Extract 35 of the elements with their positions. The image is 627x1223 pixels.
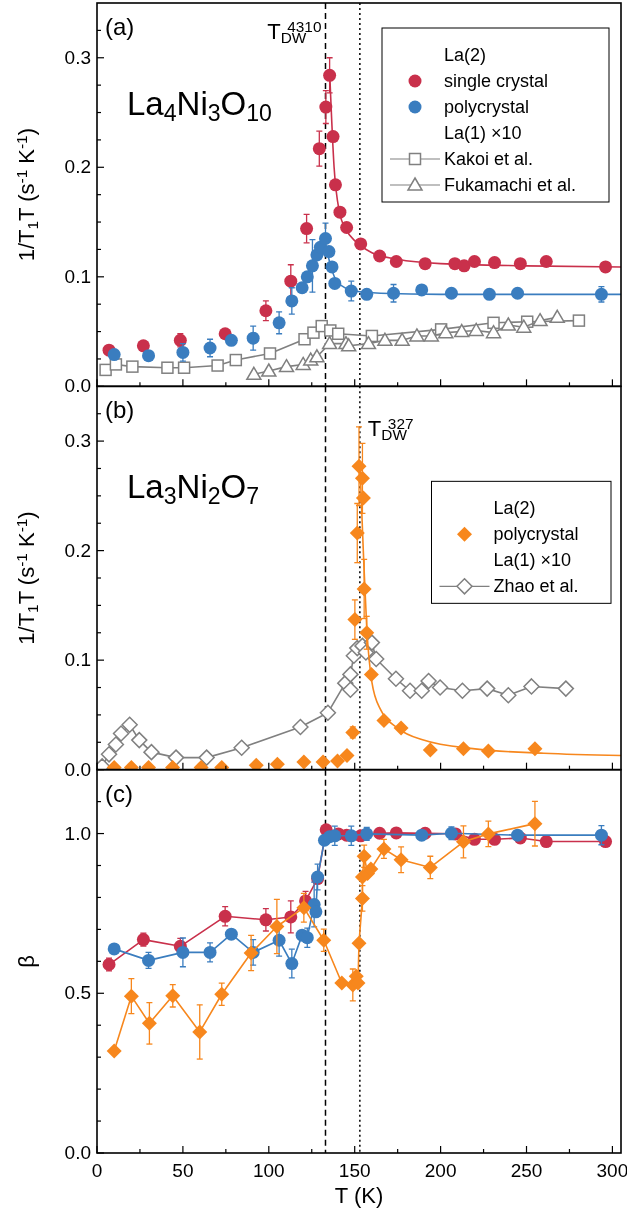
y-tick-label: 0.2 (64, 156, 91, 178)
annotation: (b) (105, 396, 135, 424)
annotation: La(2) (444, 45, 487, 65)
annotation: (a) (105, 13, 135, 40)
legend-label: polycrystal (493, 524, 579, 545)
y-tick-label: 0.0 (64, 375, 91, 397)
x-tick-label: 50 (172, 1160, 194, 1181)
legend-label: single crystal (444, 71, 549, 91)
annotation: (c) (105, 779, 133, 807)
legend-label: Zhao et al. (493, 576, 579, 597)
legend-label: polycrystal (444, 97, 530, 117)
annotation: La(1) ×10 (444, 123, 522, 143)
y-tick-label: 0.0 (64, 1142, 91, 1163)
y-tick-label: 1.0 (64, 822, 91, 844)
x-tick-label: 100 (252, 1160, 285, 1181)
x-axis-title: T (K) (334, 1183, 384, 1208)
y-tick-label: 0.1 (64, 649, 91, 671)
legend-label: Fukamachi et al. (444, 175, 577, 195)
annotation: La(2) (493, 498, 536, 519)
x-tick-label: 150 (338, 1160, 371, 1181)
x-tick-label: 250 (510, 1160, 543, 1181)
y-tick-label: 0.5 (64, 982, 91, 1004)
annotation: La$_{3}$Ni$_{2}$O$_{7}$ (127, 468, 260, 510)
y-tick-label: 0.0 (64, 758, 91, 780)
x-tick-label: 0 (91, 1160, 103, 1181)
x-tick-label: 300 (596, 1160, 627, 1181)
y-tick-label: 0.3 (64, 46, 91, 68)
annotation: La(1) ×10 (493, 550, 572, 571)
y-tick-label: 0.1 (64, 265, 91, 287)
x-tick-label: 200 (424, 1160, 457, 1181)
y-tick-label: 0.2 (64, 539, 91, 561)
y-axis-title: β (14, 955, 39, 968)
legend-label: Kakoi et al. (444, 149, 534, 169)
y-tick-label: 0.3 (64, 430, 91, 452)
annotation: La$_{4}$Ni$_{3}$O$_{10}$ (127, 85, 272, 126)
